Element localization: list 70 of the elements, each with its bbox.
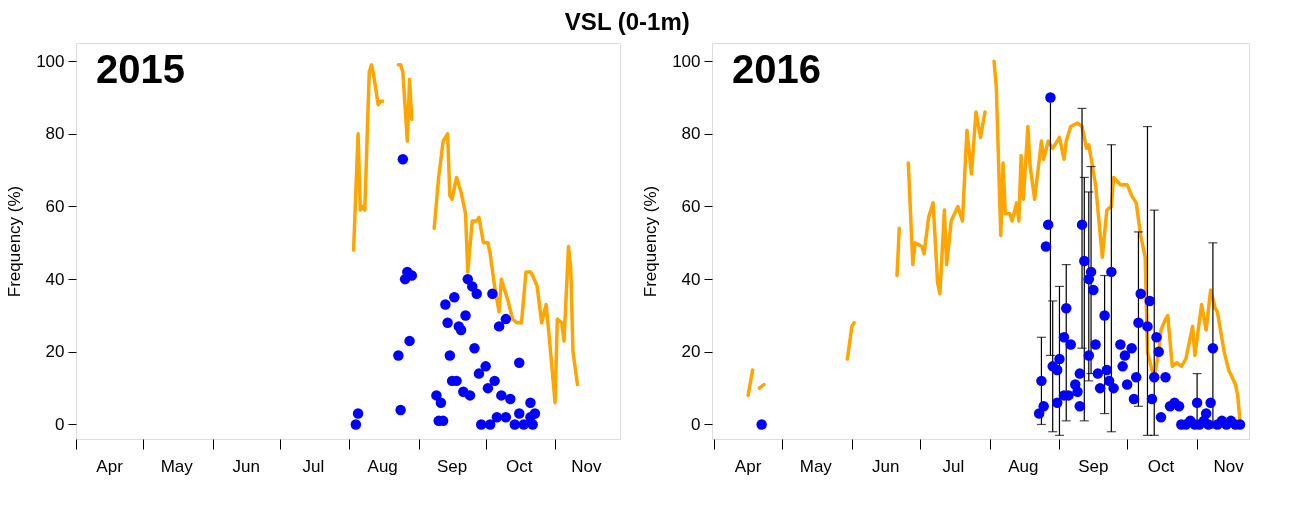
point xyxy=(395,404,406,416)
point xyxy=(444,350,456,361)
x-tick-label: Apr xyxy=(96,457,124,476)
point xyxy=(525,397,536,408)
y-tick-label: 60 xyxy=(681,196,701,216)
point xyxy=(480,361,491,372)
y-tick-label: 80 xyxy=(45,124,65,144)
y-tick-label: 80 xyxy=(681,124,701,144)
point xyxy=(455,324,467,336)
point xyxy=(487,288,498,299)
point xyxy=(352,408,364,419)
y-axis-title: Frequency (%) xyxy=(641,185,661,298)
point xyxy=(350,419,362,430)
x-tick-label: Jul xyxy=(942,457,965,476)
y-tick-label: 20 xyxy=(681,342,701,362)
x-tick-label: Sep xyxy=(436,457,468,476)
x-tick-label: May xyxy=(799,457,833,476)
point xyxy=(460,310,471,321)
y-tick-label: 40 xyxy=(681,269,701,289)
x-tick-label: Oct xyxy=(506,457,533,476)
point xyxy=(440,299,451,310)
x-tick-label: Nov xyxy=(1213,457,1245,476)
y-tick-label: 0 xyxy=(691,414,701,434)
point xyxy=(505,393,516,405)
point xyxy=(397,154,409,165)
x-tick-label: Sep xyxy=(1078,457,1109,476)
y-tick-label: 40 xyxy=(45,269,65,289)
point xyxy=(489,375,500,387)
point xyxy=(404,335,415,347)
y-tick-label: 100 xyxy=(36,51,65,71)
point xyxy=(469,342,480,354)
y-tick-label: 20 xyxy=(45,342,65,362)
chart-title: 2015 xyxy=(96,47,185,91)
point xyxy=(514,357,525,368)
point xyxy=(449,292,460,303)
point xyxy=(529,408,541,419)
point xyxy=(491,411,503,423)
point xyxy=(500,411,512,423)
point xyxy=(482,382,494,394)
point xyxy=(475,419,487,430)
point xyxy=(442,317,453,328)
point xyxy=(464,390,476,401)
point xyxy=(393,350,404,361)
chart-title: 2016 xyxy=(732,47,821,91)
x-tick-label: May xyxy=(160,457,194,476)
point xyxy=(435,397,447,408)
point xyxy=(514,408,525,419)
point xyxy=(496,390,507,401)
point xyxy=(518,419,529,430)
point xyxy=(473,368,485,379)
point xyxy=(484,419,496,430)
y-tick-label: 100 xyxy=(672,51,701,71)
x-tick-label: Jul xyxy=(302,457,325,476)
y-tick-label: 60 xyxy=(45,196,65,216)
y-tick-label: 0 xyxy=(55,414,65,434)
point xyxy=(462,273,474,285)
point xyxy=(509,419,521,430)
x-tick-label: Nov xyxy=(571,457,603,476)
x-tick-label: Oct xyxy=(1147,457,1175,476)
x-tick-label: Jun xyxy=(872,457,900,476)
x-tick-label: Apr xyxy=(734,457,762,476)
x-tick-label: Aug xyxy=(1008,457,1039,476)
y-axis-title: Frequency (%) xyxy=(5,185,25,298)
x-tick-label: Jun xyxy=(232,457,260,476)
point xyxy=(527,419,538,430)
point xyxy=(500,313,512,325)
text: VSL (0-1m) xyxy=(564,7,690,35)
x-tick-label: Aug xyxy=(367,457,398,476)
point xyxy=(493,321,505,332)
point xyxy=(471,288,482,299)
